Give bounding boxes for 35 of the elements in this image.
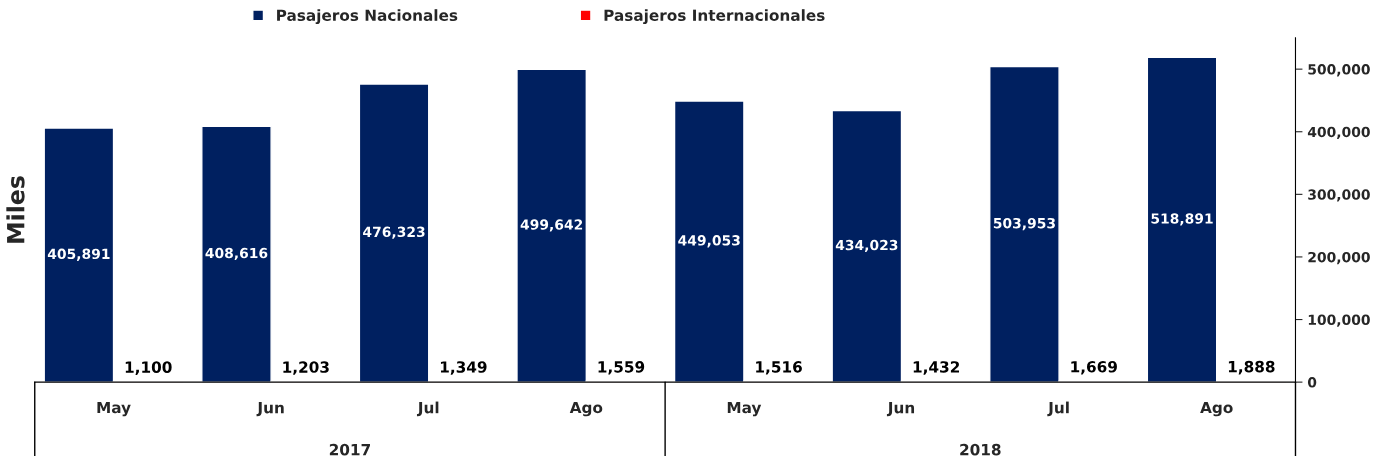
x-tick-label: Jun xyxy=(886,402,915,417)
data-label: 1,559 xyxy=(598,361,645,375)
data-label: 405,891 xyxy=(47,248,110,261)
data-label: 476,323 xyxy=(363,226,425,239)
text: 2017 xyxy=(329,443,370,456)
legend-label: Pasajeros Internacionales xyxy=(604,9,825,25)
data-label: 1,100 xyxy=(125,361,172,375)
y-tick-label: 200,000 xyxy=(1308,251,1370,265)
legend-label: Pasajeros Nacionales xyxy=(277,9,458,25)
y-tick-label: 100,000 xyxy=(1308,314,1370,327)
data-label: 408,616 xyxy=(205,247,268,261)
data-label: 1,203 xyxy=(283,361,329,375)
data-label: 1,669 xyxy=(1071,361,1117,375)
y-tick-label: 0 xyxy=(1307,377,1317,388)
data-label: 499,642 xyxy=(520,219,583,232)
y-axis-title: Miles xyxy=(6,176,25,243)
y-tick-label: 400,000 xyxy=(1307,126,1370,139)
y-tick-label: 500,000 xyxy=(1308,64,1370,77)
data-label: 434,023 xyxy=(835,239,898,253)
text: 2018 xyxy=(960,443,1001,456)
data-label: 449,053 xyxy=(678,235,740,248)
data-label: 503,953 xyxy=(993,217,1055,231)
data-label: 1,516 xyxy=(756,361,802,375)
data-label: 1,888 xyxy=(1228,360,1275,375)
data-label: 518,891 xyxy=(1151,213,1213,226)
y-tick-label: 300,000 xyxy=(1308,189,1370,202)
x-tick-label: May xyxy=(97,401,131,417)
x-tick-label: Ago xyxy=(1200,401,1233,417)
x-tick-label: Ago xyxy=(569,401,603,417)
x-tick-label: May xyxy=(727,401,762,417)
data-label: 1,349 xyxy=(440,361,487,375)
x-tick-label: Jul xyxy=(1047,401,1069,417)
data-label: 1,432 xyxy=(913,361,960,375)
x-tick-label: Jul xyxy=(416,401,439,417)
x-tick-label: Jun xyxy=(256,402,284,417)
